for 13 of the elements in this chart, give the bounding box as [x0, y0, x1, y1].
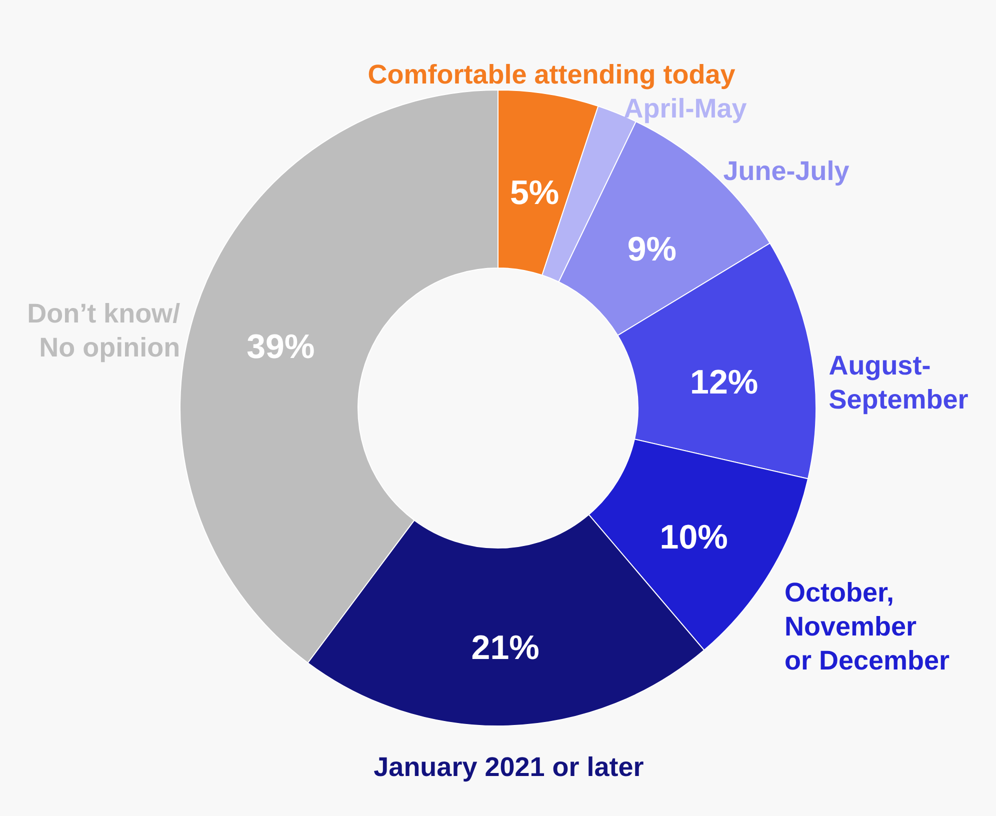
- data-label: 12%: [690, 363, 758, 402]
- data-label: 10%: [660, 518, 728, 557]
- slice-label: August- September: [828, 350, 969, 415]
- slice-label: October, November or December: [784, 578, 950, 676]
- slice-label: January 2021 or later: [374, 752, 644, 782]
- slice-label: Don’t know/ No opinion: [27, 298, 181, 362]
- slice-label: April-May: [624, 93, 747, 124]
- data-label: 21%: [471, 628, 540, 667]
- data-label: 5%: [510, 174, 560, 212]
- slice-label: Comfortable attending today: [368, 59, 736, 90]
- slice-label: June-July: [723, 156, 850, 186]
- data-label: 39%: [246, 328, 315, 366]
- data-label: 9%: [627, 230, 677, 268]
